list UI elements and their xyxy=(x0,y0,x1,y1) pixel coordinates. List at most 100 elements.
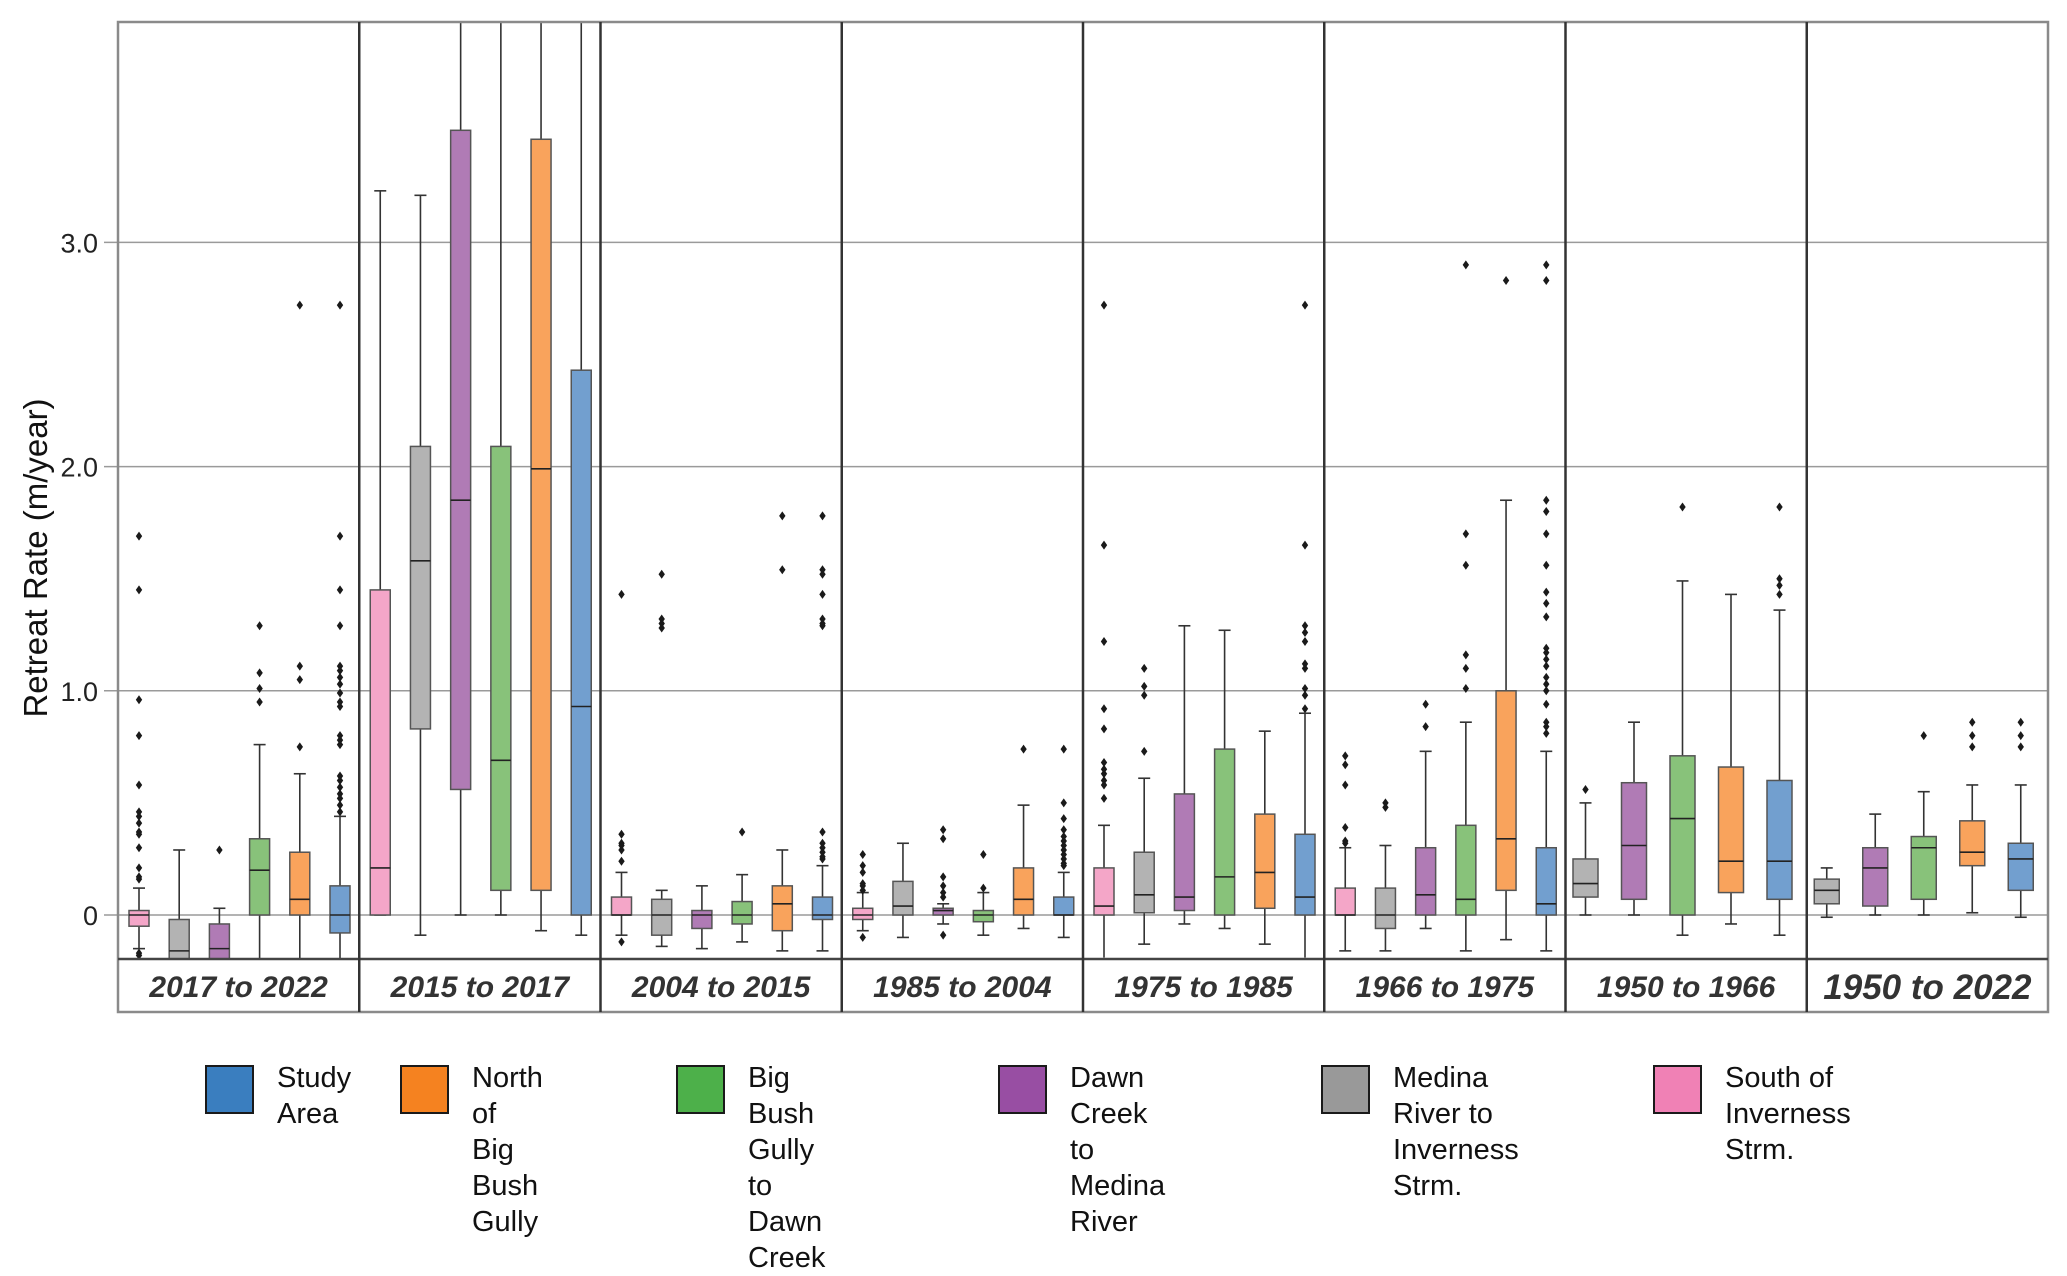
outlier-point xyxy=(618,937,625,947)
box-iqr xyxy=(932,907,954,916)
box-study xyxy=(1535,260,1557,952)
box-bbg xyxy=(1669,502,1696,936)
outlier-point xyxy=(1301,684,1309,694)
box-iqr xyxy=(691,909,713,930)
outlier-point xyxy=(1060,744,1067,754)
outlier-point xyxy=(336,793,344,803)
panel-2015-to-2017: 2015 to 2017 xyxy=(369,22,592,1004)
period-label: 1975 to 1985 xyxy=(1114,971,1294,1004)
outlier-point xyxy=(1543,598,1550,608)
outlier-point xyxy=(1301,690,1309,700)
outlier-point xyxy=(1462,529,1470,539)
box-iqr xyxy=(1717,766,1745,894)
outlier-point xyxy=(336,807,344,817)
box-medina xyxy=(409,194,432,936)
box-iqr xyxy=(1093,867,1115,916)
box-medina xyxy=(1572,784,1599,916)
outlier-point xyxy=(939,872,947,882)
outlier-point xyxy=(256,621,263,631)
box-bbg xyxy=(490,22,512,916)
outlier-point xyxy=(1100,636,1108,646)
outlier-point xyxy=(658,623,665,633)
box-iqr xyxy=(449,129,472,791)
box-north xyxy=(771,511,794,952)
box-iqr xyxy=(892,880,914,916)
outlier-point xyxy=(216,845,223,855)
box-south xyxy=(1334,751,1356,952)
box-iqr xyxy=(530,138,552,892)
box-north xyxy=(530,22,552,932)
outlier-point xyxy=(618,856,625,866)
box-iqr xyxy=(409,445,432,730)
outlier-point xyxy=(135,780,143,790)
box-dawn xyxy=(691,885,713,950)
outlier-point xyxy=(819,589,826,599)
outlier-point xyxy=(296,300,303,310)
box-south xyxy=(128,531,150,960)
box-iqr xyxy=(1334,887,1356,916)
outlier-point xyxy=(135,695,143,705)
box-iqr xyxy=(329,885,351,934)
outlier-point xyxy=(296,675,303,685)
outlier-point xyxy=(135,863,143,873)
box-medina xyxy=(1813,867,1840,919)
outlier-point xyxy=(1543,260,1550,270)
panel-1975-to-1985: 1975 to 1985 xyxy=(1093,300,1316,1004)
period-label: 2004 to 2015 xyxy=(631,971,812,1004)
box-iqr xyxy=(128,909,150,927)
outlier-point xyxy=(1382,802,1389,812)
outlier-point xyxy=(1543,648,1550,658)
box-iqr xyxy=(972,909,995,923)
box-iqr xyxy=(1766,779,1793,901)
box-study xyxy=(1053,744,1075,939)
box-iqr xyxy=(168,918,190,960)
outlier-point xyxy=(939,881,947,891)
outlier-point xyxy=(939,930,947,940)
box-iqr xyxy=(248,838,271,916)
box-study xyxy=(329,300,351,959)
box-iqr xyxy=(852,907,874,921)
outlier-point xyxy=(859,861,866,871)
outlier-point xyxy=(1969,717,1976,727)
panel-1985-to-2004: 1985 to 2004 xyxy=(852,744,1075,1004)
outlier-point xyxy=(980,883,987,893)
outlier-point xyxy=(1060,814,1067,824)
outlier-point xyxy=(618,589,625,599)
outlier-point xyxy=(1342,780,1349,790)
outlier-point xyxy=(939,892,947,902)
y-axis: Retreat Rate (m/year) 0 1.0 2.0 3.0 xyxy=(17,228,98,931)
outlier-point xyxy=(1543,529,1550,539)
outlier-point xyxy=(1543,495,1550,505)
outlier-point xyxy=(1422,699,1429,709)
outlier-point xyxy=(1543,506,1550,516)
box-medina xyxy=(1133,663,1155,945)
outlier-point xyxy=(1342,751,1349,761)
outlier-point xyxy=(1422,722,1429,732)
outlier-point xyxy=(618,829,625,839)
outlier-point xyxy=(1776,502,1783,512)
outlier-point xyxy=(819,511,826,521)
box-iqr xyxy=(1254,813,1276,910)
box-iqr xyxy=(1862,846,1889,907)
outlier-point xyxy=(859,885,866,895)
legend-label: Big Bush Gully to Dawn Creek xyxy=(748,1062,826,1274)
box-dawn xyxy=(1173,624,1196,925)
outlier-point xyxy=(1141,746,1148,756)
box-medina xyxy=(168,849,190,960)
outlier-point xyxy=(1543,672,1550,682)
outlier-point xyxy=(336,775,344,785)
outlier-point xyxy=(1100,758,1108,768)
y-tick-label: 1.0 xyxy=(60,677,98,707)
box-north xyxy=(1959,717,1986,914)
box-iqr xyxy=(208,923,231,960)
box-bbg xyxy=(1213,629,1236,930)
outlier-point xyxy=(819,569,826,579)
outlier-point xyxy=(1301,628,1309,638)
legend-swatch xyxy=(1653,1065,1702,1114)
panels: 2017 to 2022 2015 to 2017 2004 to 2015 1985… xyxy=(128,22,2034,1007)
outlier-point xyxy=(336,782,344,792)
outlier-point xyxy=(1462,260,1470,270)
period-label: 1985 to 2004 xyxy=(873,971,1052,1004)
outlier-point xyxy=(135,531,143,541)
box-north xyxy=(1254,730,1276,945)
